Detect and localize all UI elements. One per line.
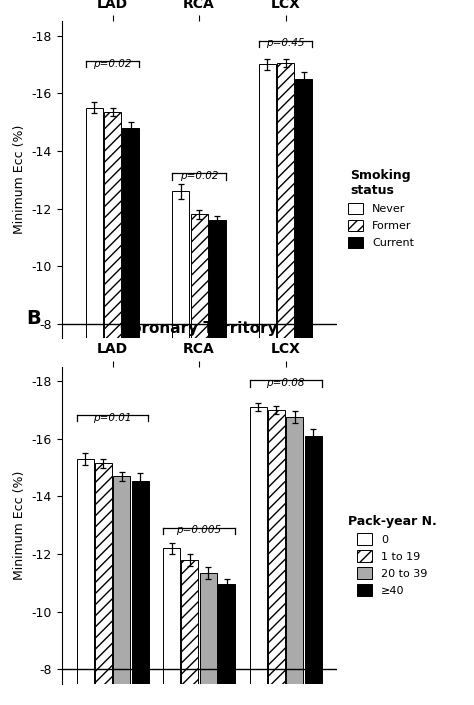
- Y-axis label: Minimum Ecc (%): Minimum Ecc (%): [13, 125, 26, 235]
- Text: p=0.08: p=0.08: [266, 378, 305, 388]
- Bar: [218, 584, 235, 705]
- Bar: [172, 191, 189, 555]
- Legend: 0, 1 to 19, 20 to 39, ≥40: 0, 1 to 19, 20 to 39, ≥40: [347, 515, 437, 596]
- Text: p=0.01: p=0.01: [93, 412, 132, 423]
- Bar: [95, 463, 112, 705]
- Title: Coronary Territory: Coronary Territory: [120, 321, 278, 336]
- Legend: Never, Former, Current: Never, Former, Current: [347, 169, 414, 248]
- Bar: [268, 410, 285, 705]
- Bar: [200, 572, 217, 705]
- Text: p=0.02: p=0.02: [93, 59, 132, 68]
- Bar: [250, 407, 267, 705]
- Bar: [277, 63, 294, 555]
- Bar: [104, 112, 121, 555]
- Bar: [259, 64, 276, 555]
- Text: p=0.45: p=0.45: [266, 39, 305, 49]
- Bar: [305, 436, 322, 705]
- Bar: [209, 220, 226, 555]
- Bar: [182, 560, 199, 705]
- Bar: [122, 128, 139, 555]
- Bar: [76, 459, 93, 705]
- Text: p=0.02: p=0.02: [180, 171, 219, 181]
- Bar: [86, 108, 103, 555]
- Text: p=0.005: p=0.005: [176, 525, 222, 535]
- Bar: [163, 548, 180, 705]
- Bar: [295, 79, 312, 555]
- Bar: [191, 214, 208, 555]
- Text: B: B: [26, 309, 41, 329]
- Y-axis label: Minimum Ecc (%): Minimum Ecc (%): [13, 470, 26, 580]
- Bar: [131, 481, 148, 705]
- Bar: [113, 476, 130, 705]
- Bar: [286, 417, 303, 705]
